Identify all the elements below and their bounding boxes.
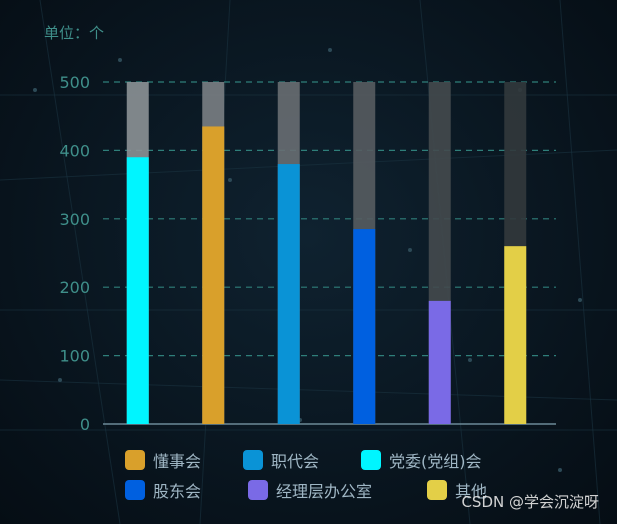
bg-grid-line bbox=[559, 0, 601, 524]
bar bbox=[277, 164, 300, 424]
bg-grid-dot bbox=[58, 378, 62, 382]
y-tick-label: 100 bbox=[59, 347, 90, 366]
y-tick-label: 300 bbox=[59, 210, 90, 229]
y-tick-label: 400 bbox=[59, 141, 90, 160]
bg-grid-dot bbox=[558, 468, 562, 472]
bg-grid-dot bbox=[578, 298, 582, 302]
bg-grid-dot bbox=[408, 248, 412, 252]
y-tick-label: 0 bbox=[80, 415, 90, 434]
y-tick-label: 500 bbox=[59, 73, 90, 92]
bg-grid-line bbox=[39, 0, 121, 524]
bg-grid-dot bbox=[328, 48, 332, 52]
unit-label: 单位：个 bbox=[44, 24, 105, 42]
bar bbox=[353, 229, 376, 424]
y-tick-label: 200 bbox=[59, 278, 90, 297]
bar bbox=[126, 157, 149, 425]
bg-grid-dot bbox=[468, 358, 472, 362]
bar bbox=[202, 126, 225, 425]
watermark: CSDN @学会沉淀呀 bbox=[461, 493, 599, 511]
bar bbox=[428, 300, 451, 424]
bg-grid-dot bbox=[118, 58, 122, 62]
bg-grid-dot bbox=[33, 88, 37, 92]
bg-grid-dot bbox=[228, 178, 232, 182]
bar bbox=[504, 246, 527, 424]
